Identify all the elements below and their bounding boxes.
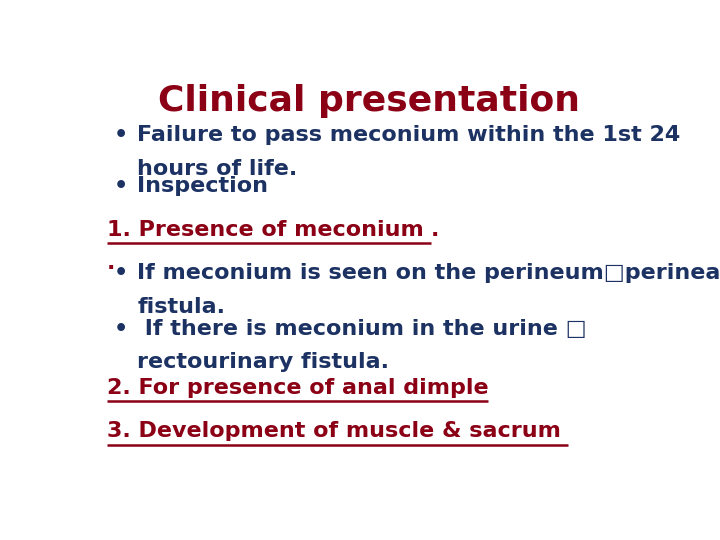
Text: hours of life.: hours of life. bbox=[138, 159, 297, 179]
Text: •: • bbox=[114, 319, 128, 339]
Text: Clinical presentation: Clinical presentation bbox=[158, 84, 580, 118]
Text: .: . bbox=[431, 220, 440, 240]
Text: 1. Presence of meconium: 1. Presence of meconium bbox=[107, 220, 431, 240]
Text: .: . bbox=[107, 253, 115, 273]
Text: •: • bbox=[114, 125, 128, 145]
Text: fistula.: fistula. bbox=[138, 297, 225, 317]
Text: If meconium is seen on the perineum□perineal: If meconium is seen on the perineum□peri… bbox=[138, 264, 720, 284]
Text: •: • bbox=[114, 177, 128, 197]
Text: 2. For presence of anal dimple: 2. For presence of anal dimple bbox=[107, 378, 488, 398]
Text: •: • bbox=[114, 264, 128, 284]
Text: Inspection: Inspection bbox=[138, 177, 269, 197]
Text: 3. Development of muscle & sacrum: 3. Development of muscle & sacrum bbox=[107, 421, 568, 441]
Text: If there is meconium in the urine □: If there is meconium in the urine □ bbox=[138, 319, 587, 339]
Text: rectourinary fistula.: rectourinary fistula. bbox=[138, 352, 390, 372]
Text: Failure to pass meconium within the 1st 24: Failure to pass meconium within the 1st … bbox=[138, 125, 680, 145]
